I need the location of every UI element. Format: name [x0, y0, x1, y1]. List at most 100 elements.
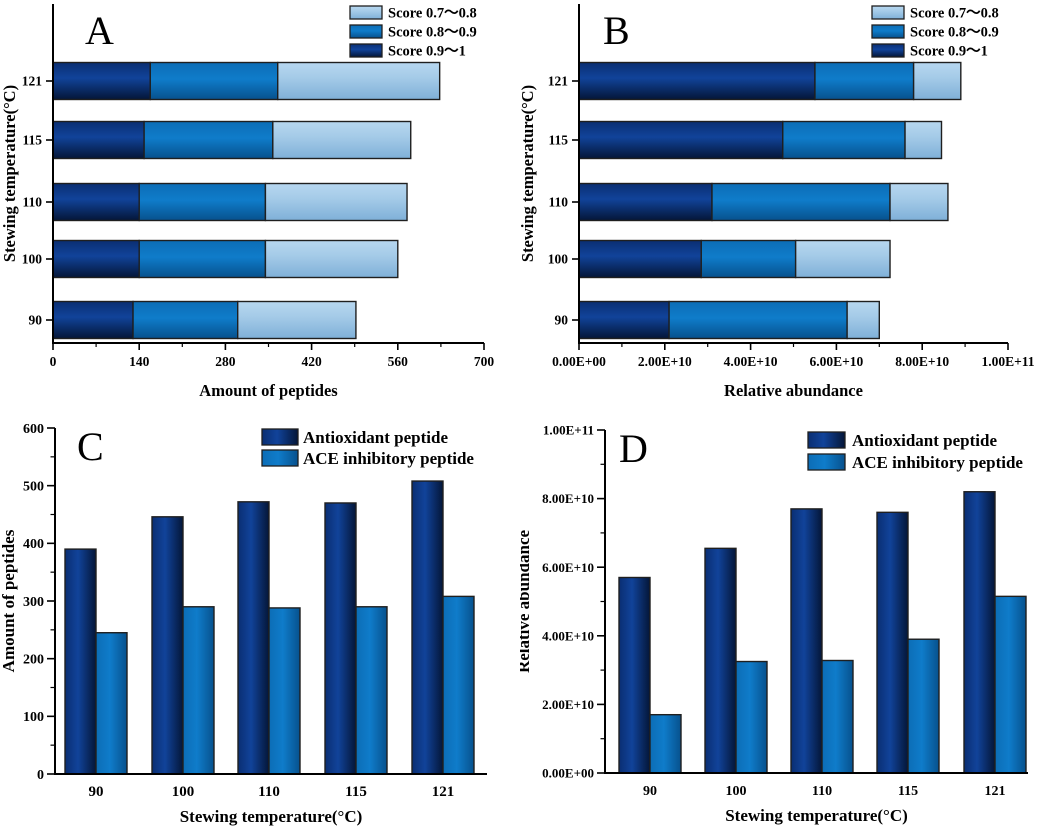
x-tick-label: 2.00E+10	[638, 354, 692, 369]
bar	[237, 501, 270, 775]
bar	[994, 595, 1027, 774]
legend-label: Score 0.8～0.9	[388, 25, 477, 41]
bar-segment	[52, 61, 151, 101]
x-tick-label: 1.00E+11	[981, 354, 1034, 369]
legend-label: Score 0.8～0.9	[910, 25, 999, 41]
bar-segment	[794, 239, 891, 279]
bar	[268, 607, 301, 775]
y-tick-label: 600	[23, 422, 44, 437]
bar-segment	[782, 120, 906, 160]
bar-segment	[277, 61, 441, 101]
panel-letter: D	[619, 426, 648, 471]
y-tick-label: 0.00E+00	[542, 766, 594, 781]
panel-c-grouped-bars-amount: 0 100 200 300 400 500 600 90 100 110 115 121 Stewing…	[0, 410, 520, 832]
bar	[963, 491, 996, 774]
x-axis-label: Relative abundance	[724, 381, 863, 400]
y-tick-label: 500	[23, 480, 44, 495]
bar-segment	[272, 120, 412, 160]
y-tick-label: 121	[548, 74, 569, 89]
bar	[355, 606, 388, 775]
x-tick-label: 121	[432, 784, 455, 800]
legend-swatch	[349, 24, 383, 39]
bar	[649, 713, 682, 774]
legend-label: ACE inhibitory peptide	[852, 453, 1023, 472]
bar	[876, 511, 909, 774]
y-tick-label: 110	[548, 195, 568, 210]
y-tick-label: 0	[37, 768, 44, 783]
y-tick-label: 1.00E+11	[543, 423, 594, 438]
y-tick-label: 200	[23, 653, 44, 668]
y-tick-label: 115	[22, 133, 42, 148]
x-tick-label: 140	[129, 354, 150, 369]
bar	[790, 508, 823, 774]
bar-segment	[904, 120, 943, 160]
y-tick-label: 121	[22, 74, 43, 89]
panel-a-stacked-barh-amount: 0 140 280 420 560 700 90 100 110 115 121 Amount of …	[0, 0, 520, 410]
y-tick-label: 100	[23, 710, 44, 725]
legend-label: Antioxidant peptide	[303, 428, 448, 447]
legend-swatch	[349, 5, 383, 20]
bar	[411, 480, 444, 775]
legend-label: Antioxidant peptide	[852, 431, 997, 450]
y-axis-label: Stewing temperature(°C)	[0, 85, 19, 262]
legend-label: ACE inhibitory peptide	[303, 449, 474, 468]
panel-b-svg: 0.00E+00 2.00E+10 4.00E+10 6.00E+10 8.00E+10…	[518, 4, 1035, 400]
legend-swatch	[807, 431, 846, 449]
bar-segment	[52, 182, 140, 222]
y-tick-label: 6.00E+10	[542, 560, 594, 575]
x-tick-label: 110	[258, 784, 280, 800]
bar-segment	[711, 182, 891, 222]
bar-segment	[846, 300, 880, 340]
x-tick-label: 560	[388, 354, 409, 369]
legend-label: Score 0.7～0.8	[388, 6, 477, 22]
bar-segment	[578, 300, 670, 340]
y-tick-label: 90	[555, 313, 569, 328]
legend-label: Score 0.9～1	[388, 44, 466, 60]
x-tick-label: 90	[643, 784, 657, 799]
bar-segment	[264, 182, 408, 222]
panel-d-grouped-bars-abundance: 0.00E+00 2.00E+10 4.00E+10 6.00E+10 8.00E+10…	[514, 410, 1039, 832]
y-tick-label: 8.00E+10	[542, 491, 594, 506]
x-tick-label: 115	[345, 784, 367, 800]
y-axis-label: Amount of peptides	[0, 529, 18, 672]
bar-segment	[52, 239, 140, 279]
legend-swatch	[871, 43, 905, 58]
x-tick-label: 100	[172, 784, 195, 800]
bar	[182, 606, 215, 775]
y-tick-label: 90	[29, 313, 43, 328]
bar-segment	[578, 182, 713, 222]
bar-segment	[138, 182, 267, 222]
y-tick-label: 100	[22, 252, 43, 267]
x-tick-label: 0.00E+00	[552, 354, 606, 369]
bar	[64, 548, 97, 775]
panel-b-stacked-barh-abundance: 0.00E+00 2.00E+10 4.00E+10 6.00E+10 8.00E+10…	[518, 0, 1039, 410]
bar-segment	[578, 61, 816, 101]
y-tick-label: 2.00E+10	[542, 697, 594, 712]
bar-segment	[138, 239, 267, 279]
x-tick-label: 4.00E+10	[724, 354, 778, 369]
bar-segment	[237, 300, 357, 340]
legend-swatch	[261, 428, 299, 446]
x-tick-label: 280	[215, 354, 236, 369]
bar	[324, 502, 357, 775]
x-tick-label: 115	[898, 784, 918, 799]
bar	[821, 659, 854, 774]
legend-swatch	[807, 453, 846, 471]
bar-segment	[578, 120, 784, 160]
legend-label: Score 0.9～1	[910, 44, 988, 60]
legend-swatch	[871, 5, 905, 20]
x-tick-label: 700	[474, 354, 495, 369]
bar-segment	[578, 239, 702, 279]
y-axis-label: Relative abundance	[520, 530, 533, 674]
y-tick-label: 100	[548, 252, 569, 267]
y-tick-label: 115	[548, 133, 568, 148]
panel-letter: B	[603, 8, 630, 53]
bar	[907, 638, 940, 774]
bar-segment	[52, 300, 134, 340]
panel-letter: C	[77, 424, 104, 469]
panel-c-svg: 0 100 200 300 400 500 600 90 100 110 115 121 Stewing…	[0, 422, 487, 826]
legend-label: Score 0.7～0.8	[910, 6, 999, 22]
y-tick-label: 110	[22, 195, 42, 210]
bar-segment	[52, 120, 145, 160]
